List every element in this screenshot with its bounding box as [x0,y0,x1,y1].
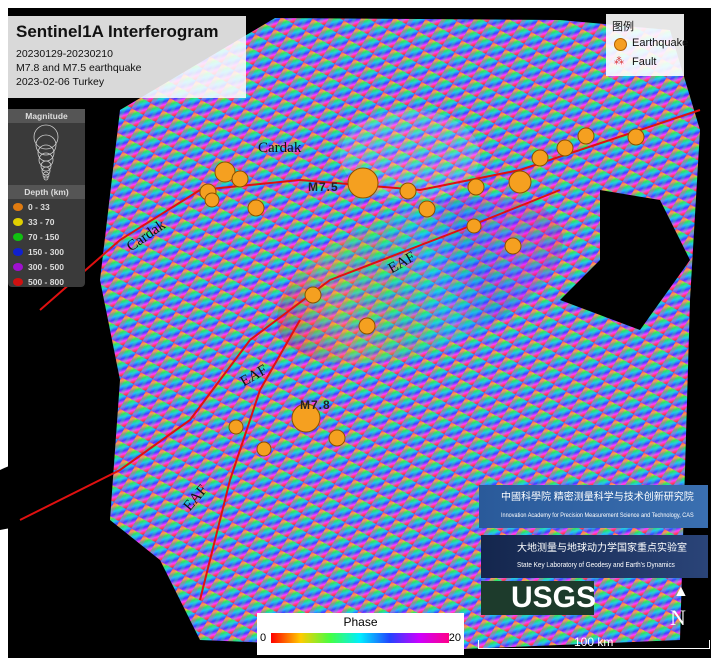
earthquake-marker [291,403,321,433]
earthquake-marker [204,192,220,208]
magnitude-circles-icon [33,124,59,181]
label-cardak: Cardak [258,140,302,156]
deformation-fringes [277,196,563,364]
earthquake-markers [199,127,645,457]
event-date-location: 2023-02-06 Turkey [16,76,105,88]
earthquake-marker [577,127,595,145]
phase-max: 20 [448,632,461,644]
phase-min: 0 [260,632,267,644]
north-label: N [670,605,686,630]
earthquake-marker [347,167,379,199]
map-legend: 图例 Earthquake ⁂ Fault [606,14,688,76]
usgs-wordmark: USGS [511,581,597,614]
depth-item: 500 - 800 [8,274,85,289]
earthquake-marker [214,161,236,183]
cas-logo: 中國科學院 精密测量科学与技术创新研究院 Innovation Academy … [479,485,708,528]
earthquake-marker [466,218,482,234]
legend-fault: Fault [632,56,657,68]
earthquake-marker [247,199,265,217]
cas-name-cn: 中國科學院 精密测量科学与技术创新研究院 [501,492,694,503]
sea-mask [0,462,70,530]
label-m75: M7.5 [308,180,339,194]
map-title: Sentinel1A Interferogram [16,22,219,41]
legend-earthquake: Earthquake [632,37,689,49]
phase-title: Phase [343,615,378,629]
earthquake-marker [627,128,645,146]
magnitude-depth-legend: Magnitude Depth (km) 0 - 33 33 - 70 70 -… [8,109,85,287]
depth-item: 150 - 300 [8,244,85,259]
date-range: 20230129-20230210 [16,48,113,60]
earthquake-marker [418,200,436,218]
label-m78: M7.8 [300,398,331,412]
earthquake-marker [504,237,522,255]
earthquake-marker [304,286,322,304]
earthquake-marker [358,317,376,335]
lake-mask [560,190,690,330]
earthquake-marker [399,182,417,200]
fault-icon: ⁂ [614,56,624,67]
scale-label: 100 km [574,635,614,649]
earthquake-marker [467,178,485,196]
depth-item: 70 - 150 [8,229,85,244]
phase-gradient [271,633,449,643]
title-panel: Sentinel1A Interferogram 20230129-202302… [8,16,246,98]
earthquake-marker [228,419,244,435]
event-description: M7.8 and M7.5 earthquake [16,62,142,74]
magnitude-title: Magnitude [8,109,85,123]
geodesy-lab-logo: 大地测量与地球动力学国家重点实验室 State Key Laboratory o… [481,535,708,578]
usgs-logo: USGS [481,581,597,615]
earthquake-marker [508,170,532,194]
earthquake-marker [256,441,272,457]
earthquake-marker [328,429,346,447]
earthquake-icon [614,38,627,51]
depth-item: 300 - 500 [8,259,85,274]
legend-title: 图例 [612,21,634,33]
lab-name-cn: 大地测量与地球动力学国家重点实验室 [517,543,687,554]
earthquake-marker [556,139,574,157]
depth-title: Depth (km) [8,185,85,199]
earthquake-marker [231,170,249,188]
scale-bar [478,640,710,649]
earthquake-marker [531,149,549,167]
lab-name-en: State Key Laboratory of Geodesy and Eart… [517,560,675,569]
north-arrow-icon: ▲ [673,583,689,600]
depth-item: 33 - 70 [8,214,85,229]
depth-item: 0 - 33 [8,199,85,214]
cas-name-en: Innovation Academy for Precision Measure… [501,512,694,519]
phase-colorbar: Phase 0 20 [257,613,464,655]
